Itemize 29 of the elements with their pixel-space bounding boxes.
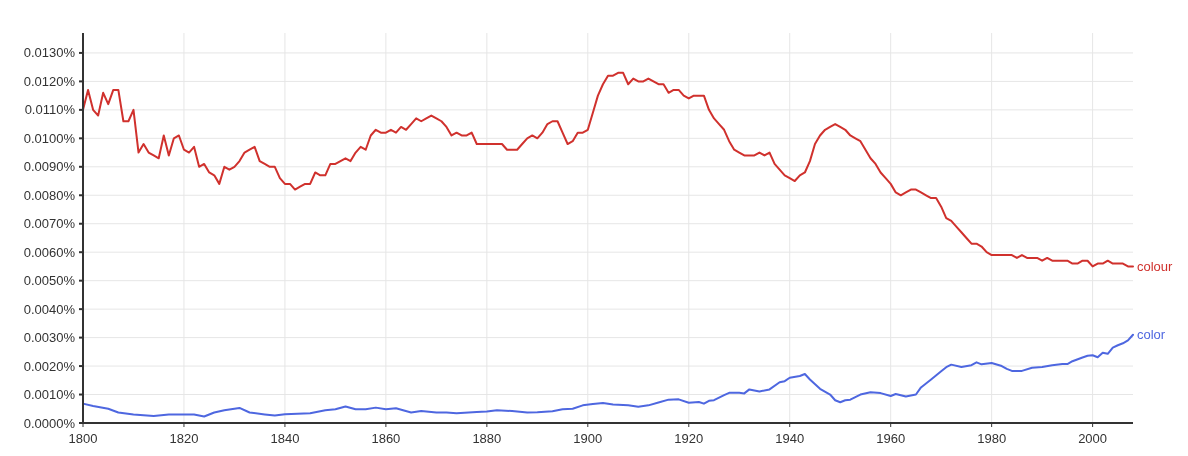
y-tick-label: 0.0020% xyxy=(23,358,76,374)
y-tick-label: 0.0130% xyxy=(23,45,76,61)
y-tick-label: 0.0120% xyxy=(23,73,76,89)
x-tick-label: 2000 xyxy=(1078,431,1108,446)
y-tick-label: 0.0080% xyxy=(23,187,76,203)
y-tick-label: 0.0030% xyxy=(23,330,76,346)
y-tick-label: 0.0100% xyxy=(23,130,76,146)
x-tick-label: 1840 xyxy=(270,431,300,446)
line-series xyxy=(82,333,1134,418)
y-tick-label: 0.0040% xyxy=(23,301,76,317)
x-tick-label: 1880 xyxy=(472,431,502,446)
y-tick-label: 0.0010% xyxy=(23,387,76,403)
y-tick-label: 0.0050% xyxy=(23,273,76,289)
x-tick-label: 1940 xyxy=(775,431,805,446)
x-tick-label: 1860 xyxy=(371,431,401,446)
y-tick-label: 0.0000% xyxy=(23,415,76,431)
x-tick-label: 1980 xyxy=(977,431,1007,446)
x-tick-label: 1920 xyxy=(674,431,704,446)
series-label: colour xyxy=(1137,258,1174,274)
series-label: color xyxy=(1137,327,1166,343)
line-series xyxy=(82,71,1134,268)
x-tick-label: 1820 xyxy=(169,431,199,446)
y-tick-label: 0.0110% xyxy=(24,102,76,118)
x-tick-label: 1800 xyxy=(68,431,98,446)
y-tick-label: 0.0070% xyxy=(23,216,76,232)
y-tick-label: 0.0060% xyxy=(23,244,76,260)
x-tick-label: 1900 xyxy=(573,431,603,446)
y-tick-label: 0.0090% xyxy=(23,159,76,175)
x-tick-label: 1960 xyxy=(876,431,906,446)
